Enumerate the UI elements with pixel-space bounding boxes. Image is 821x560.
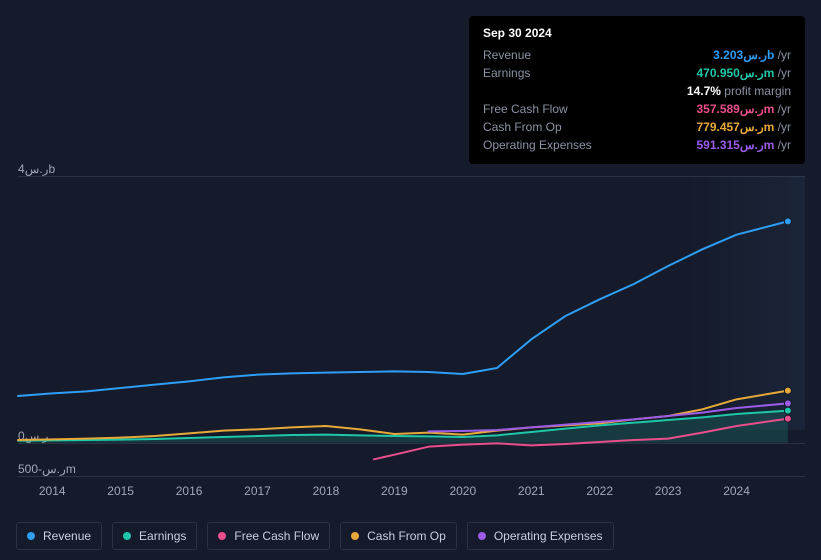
legend-item-cash-from-op[interactable]: Cash From Op — [340, 522, 457, 550]
chart-svg — [0, 160, 821, 480]
x-axis-tick-label: 2018 — [313, 484, 340, 498]
legend-color-dot — [351, 532, 359, 540]
x-axis-tick-label: 2016 — [176, 484, 203, 498]
legend-color-dot — [27, 532, 35, 540]
series-endpoint-cash-from-op — [784, 387, 791, 394]
legend-item-label: Revenue — [43, 529, 91, 543]
x-axis-tick-label: 2014 — [39, 484, 66, 498]
tooltip-rows: Revenue 3.203ر.سb /yr Earnings 470.950ر.سm … — [483, 46, 791, 154]
tooltip-row-value: 14.7% profit margin — [687, 84, 791, 98]
legend-item-earnings[interactable]: Earnings — [112, 522, 197, 550]
legend-item-label: Free Cash Flow — [234, 529, 319, 543]
tooltip-row-value: 3.203ر.سb /yr — [713, 48, 791, 62]
legend-color-dot — [478, 532, 486, 540]
series-endpoint-operating-expenses — [784, 400, 791, 407]
x-axis-tick-label: 2021 — [518, 484, 545, 498]
legend-item-label: Cash From Op — [367, 529, 446, 543]
tooltip-row: 14.7% profit margin — [483, 82, 791, 100]
legend-color-dot — [218, 532, 226, 540]
tooltip-row-value: 591.315ر.سm /yr — [696, 138, 791, 152]
tooltip-row-label: Revenue — [483, 48, 531, 62]
series-line-revenue — [18, 221, 788, 396]
x-axis-tick-label: 2023 — [655, 484, 682, 498]
tooltip-row-value: 470.950ر.سm /yr — [696, 66, 791, 80]
chart-legend: Revenue Earnings Free Cash Flow Cash From O… — [16, 522, 614, 550]
x-axis-tick-label: 2024 — [723, 484, 750, 498]
series-endpoint-earnings — [784, 407, 791, 414]
legend-item-label: Operating Expenses — [494, 529, 603, 543]
series-endpoint-free-cash-flow — [784, 415, 791, 422]
tooltip-row: Operating Expenses 591.315ر.سm /yr — [483, 136, 791, 154]
series-endpoint-revenue — [784, 218, 791, 225]
x-axis-tick-label: 2015 — [107, 484, 134, 498]
legend-item-operating-expenses[interactable]: Operating Expenses — [467, 522, 614, 550]
tooltip-date: Sep 30 2024 — [483, 26, 791, 40]
tooltip-row-label: Earnings — [483, 66, 530, 80]
x-axis-tick-label: 2022 — [586, 484, 613, 498]
legend-item-revenue[interactable]: Revenue — [16, 522, 102, 550]
tooltip-row-label: Free Cash Flow — [483, 102, 568, 116]
tooltip-row: Revenue 3.203ر.سb /yr — [483, 46, 791, 64]
tooltip-row-value: 779.457ر.سm /yr — [696, 120, 791, 134]
x-axis-tick-label: 2020 — [449, 484, 476, 498]
tooltip-row-label: Cash From Op — [483, 120, 562, 134]
x-axis-tick-label: 2017 — [244, 484, 271, 498]
tooltip-row: Free Cash Flow 357.589ر.سm /yr — [483, 100, 791, 118]
tooltip-row: Cash From Op 779.457ر.سm /yr — [483, 118, 791, 136]
legend-item-free-cash-flow[interactable]: Free Cash Flow — [207, 522, 330, 550]
chart-tooltip: Sep 30 2024 Revenue 3.203ر.سb /yr Earnings… — [469, 16, 805, 164]
tooltip-row-label: Operating Expenses — [483, 138, 592, 152]
legend-item-label: Earnings — [139, 529, 186, 543]
tooltip-row: Earnings 470.950ر.سm /yr — [483, 64, 791, 82]
tooltip-row-value: 357.589ر.سm /yr — [696, 102, 791, 116]
legend-color-dot — [123, 532, 131, 540]
x-axis-tick-label: 2019 — [381, 484, 408, 498]
